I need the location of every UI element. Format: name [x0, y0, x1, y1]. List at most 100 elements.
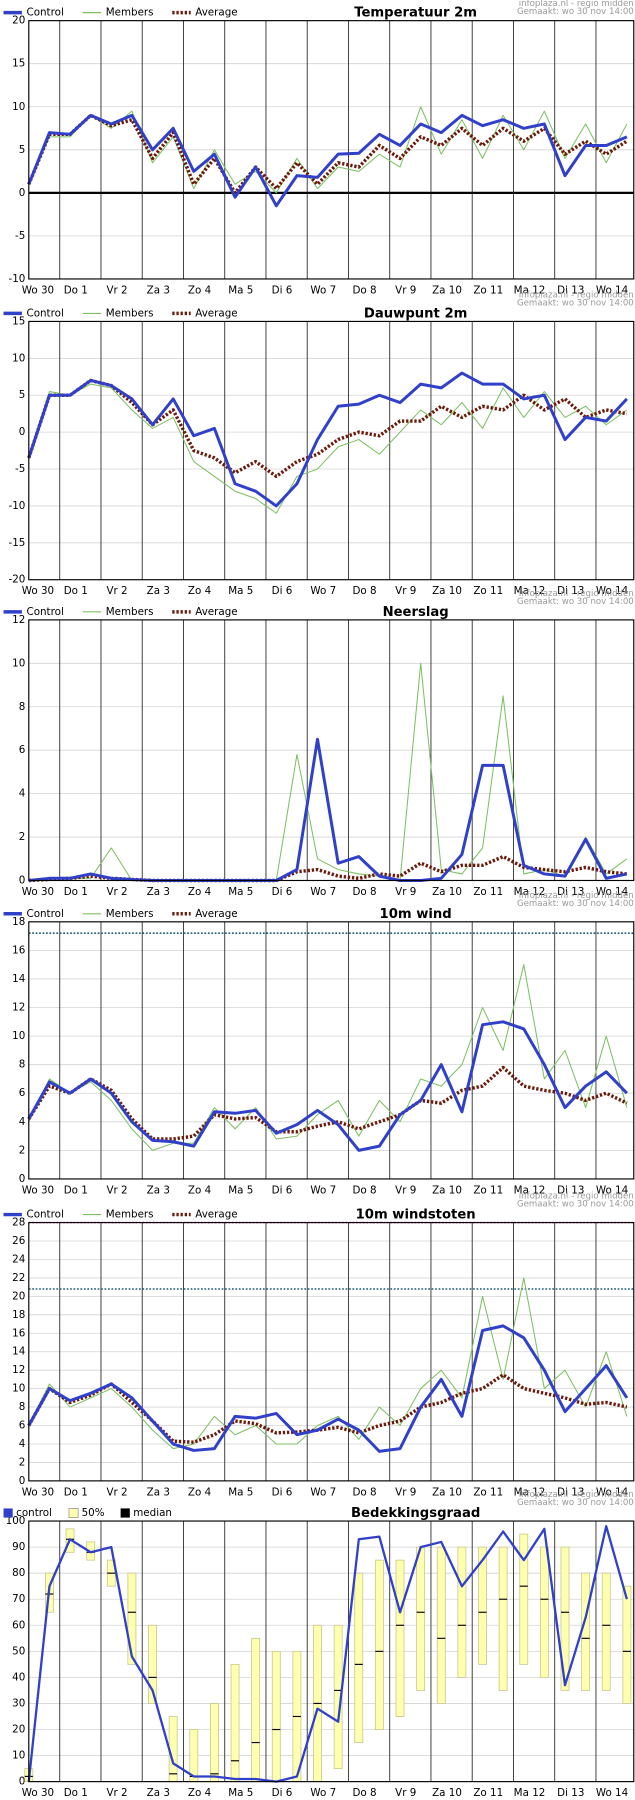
x-tick-label: Zo 11 — [473, 1787, 503, 1799]
y-tick-label: 28 — [12, 1217, 25, 1229]
x-tick-label: Za 10 — [432, 585, 462, 597]
x-tick-label: Wo 7 — [310, 284, 336, 296]
box — [478, 1546, 487, 1665]
legend-swatch — [68, 1508, 79, 1519]
x-tick-label: Za 10 — [432, 1787, 462, 1799]
y-tick-label: 70 — [12, 1593, 25, 1605]
x-tick-label: Ma 12 — [514, 1486, 546, 1498]
y-tick-label: 5 — [19, 389, 26, 401]
plot-border — [28, 1520, 635, 1783]
made: Gemaakt: wo 30 nov 14:00 — [517, 7, 634, 17]
y-tick-label: 14 — [12, 1346, 25, 1358]
x-tick-label: Wo 30 — [22, 585, 54, 597]
y-tick-label: 10 — [12, 1030, 25, 1042]
x-tick-label: Zo 11 — [473, 1486, 503, 1498]
x-tick-label: Za 3 — [147, 1787, 170, 1799]
x-tick-label: Vr 9 — [395, 1184, 416, 1196]
plot-border — [28, 20, 635, 280]
x-tick-label: Vr 9 — [395, 1486, 416, 1498]
box — [519, 1533, 529, 1665]
source: infoplaza.nl - regio midden — [519, 891, 634, 901]
source: infoplaza.nl - regio midden — [519, 1490, 634, 1500]
x-tick-label: Di 13 — [557, 1486, 584, 1498]
chart-title: 10m windstoten — [356, 1208, 476, 1223]
y-tick-label: -20 — [8, 574, 25, 586]
x-tick-label: Wo 30 — [22, 886, 54, 898]
series-line — [28, 964, 628, 1151]
y-tick-label: 18 — [12, 916, 25, 928]
box — [601, 1572, 611, 1691]
y-tick-label: -10 — [8, 500, 25, 512]
legend-label: Average — [195, 1209, 237, 1221]
x-tick-label: Vr 9 — [395, 1787, 416, 1799]
y-tick-label: 0 — [19, 1475, 26, 1487]
series-line — [28, 737, 628, 882]
y-tick-label: 60 — [12, 1619, 25, 1631]
y-tick-label: -15 — [8, 537, 25, 549]
y-tick-label: 6 — [19, 1420, 26, 1432]
y-tick-label: 8 — [19, 1401, 26, 1413]
legend-label: Control — [26, 307, 63, 319]
x-tick-label: Di 6 — [272, 886, 293, 898]
x-tick-label: Di 6 — [272, 1787, 293, 1799]
series-line — [27, 1525, 628, 1783]
x-tick-label: Do 8 — [352, 1184, 376, 1196]
x-tick-label: Za 10 — [432, 284, 462, 296]
y-tick-label: 0 — [19, 1173, 26, 1185]
x-tick-label: Do 1 — [64, 1787, 88, 1799]
y-tick-label: 20 — [12, 1290, 25, 1302]
x-tick-label: Vr 2 — [106, 1184, 127, 1196]
legend-label: Control — [26, 7, 63, 19]
legend-label: Average — [195, 307, 237, 319]
x-tick-label: Wo 7 — [310, 585, 336, 597]
y-tick-label: 10 — [12, 101, 25, 113]
y-tick-label: 15 — [12, 315, 25, 327]
y-tick-label: 10 — [12, 352, 25, 364]
x-tick-label: Wo 7 — [310, 1787, 336, 1799]
x-tick-label: Wo 14 — [596, 886, 628, 898]
x-tick-label: Za 3 — [147, 1184, 170, 1196]
y-tick-label: 12 — [12, 614, 25, 626]
series-line — [28, 106, 628, 194]
x-tick-label: Di 13 — [557, 1184, 584, 1196]
made: Gemaakt: wo 30 nov 14:00 — [517, 1200, 634, 1210]
plot-border — [28, 921, 635, 1180]
box — [354, 1572, 364, 1743]
series-line — [28, 662, 628, 882]
x-tick-label: Do 1 — [64, 1184, 88, 1196]
y-tick-label: 22 — [12, 1272, 25, 1284]
y-tick-label: 0 — [19, 426, 26, 438]
legend-label: Average — [195, 606, 237, 618]
made: Gemaakt: wo 30 nov 14:00 — [517, 299, 634, 309]
x-tick-label: Zo 11 — [473, 284, 503, 296]
x-tick-label: Zo 11 — [473, 886, 503, 898]
x-tick-label: Za 10 — [432, 1486, 462, 1498]
x-tick-label: Zo 11 — [473, 1184, 503, 1196]
box — [395, 1559, 405, 1717]
plot-border — [28, 320, 635, 581]
source: infoplaza.nl - regio midden — [519, 589, 634, 599]
y-tick-label: 6 — [19, 1087, 26, 1099]
x-tick-label: Ma 5 — [228, 886, 253, 898]
y-tick-label: 40 — [12, 1671, 25, 1683]
y-tick-label: 8 — [19, 1059, 26, 1071]
box — [416, 1546, 426, 1691]
x-tick-label: Di 13 — [557, 585, 584, 597]
source: infoplaza.nl - regio midden — [519, 0, 634, 9]
y-tick-label: 4 — [19, 788, 26, 800]
plot-border — [28, 619, 635, 882]
box — [251, 1637, 261, 1783]
x-tick-label: Do 8 — [352, 1486, 376, 1498]
source: infoplaza.nl - regio midden — [519, 291, 634, 301]
x-tick-label: Zo 4 — [188, 585, 211, 597]
x-tick-label: Do 8 — [352, 886, 376, 898]
x-tick-label: Za 10 — [432, 1184, 462, 1196]
x-tick-label: Do 1 — [64, 284, 88, 296]
chart-title: Temperatuur 2m — [354, 6, 477, 21]
y-tick-label: 50 — [12, 1645, 25, 1657]
x-tick-label: Wo 30 — [22, 1486, 54, 1498]
x-tick-label: Ma 5 — [228, 1486, 253, 1498]
x-tick-label: Do 8 — [352, 284, 376, 296]
y-tick-label: 12 — [12, 1002, 25, 1014]
y-tick-label: 0 — [19, 1776, 26, 1788]
